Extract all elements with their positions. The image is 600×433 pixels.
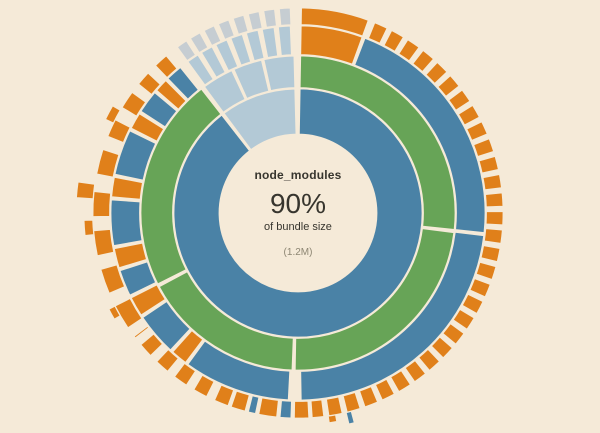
sunburst-segment-depth-4[interactable] (133, 325, 150, 339)
sunburst-segment-depth-3[interactable] (140, 92, 178, 128)
sunburst-segment-depth-4[interactable] (457, 105, 480, 126)
sunburst-segment-depth-3[interactable] (187, 340, 291, 401)
sunburst-segment-overflow-spikes[interactable] (83, 219, 95, 236)
sunburst-segment-depth-4[interactable] (383, 30, 404, 52)
sunburst-segment-depth-4[interactable] (475, 261, 497, 280)
sunburst-segment-depth-2[interactable] (299, 55, 456, 230)
sunburst-segment-depth-4[interactable] (214, 384, 235, 407)
sunburst-segment-depth-4[interactable] (437, 75, 460, 97)
sunburst-segment-depth-3[interactable] (114, 130, 157, 181)
sunburst-segment-depth-4[interactable] (375, 378, 395, 401)
sunburst-segment-depth-4[interactable] (230, 390, 250, 412)
sunburst-segment-depth-4[interactable] (247, 11, 263, 31)
sunburst-segment-depth-4[interactable] (482, 174, 502, 191)
sunburst-segment-depth-4[interactable] (404, 360, 426, 383)
sunburst-segment-depth-4[interactable] (398, 39, 420, 62)
sunburst-segment-depth-4[interactable] (342, 392, 361, 413)
sunburst-segment-depth-4[interactable] (176, 40, 196, 62)
sunburst-segment-depth-4[interactable] (485, 211, 504, 226)
sunburst-segment-depth-4[interactable] (483, 228, 503, 244)
sunburst-segment-depth-4[interactable] (461, 293, 484, 314)
sunburst-segment-depth-3[interactable] (119, 261, 157, 296)
sunburst-segment-depth-4[interactable] (156, 349, 179, 372)
sunburst-segment-depth-4[interactable] (232, 14, 249, 35)
sunburst-segment-depth-3[interactable] (167, 67, 199, 100)
sunburst-segment-depth-3[interactable] (187, 54, 214, 86)
sunburst-segment-depth-4[interactable] (390, 370, 411, 392)
sunburst-segment-depth-3[interactable] (172, 330, 204, 363)
sunburst-segment-depth-2[interactable] (204, 70, 246, 113)
sunburst-segment-overflow-spikes[interactable] (345, 411, 355, 425)
sunburst-segment-overflow-spikes[interactable] (327, 414, 338, 424)
sunburst-segment-depth-4[interactable] (279, 400, 292, 419)
sunburst-segment-depth-4[interactable] (140, 333, 163, 356)
sunburst-segment-depth-4[interactable] (114, 298, 143, 329)
sunburst-segment-depth-4[interactable] (310, 399, 325, 418)
sunburst-segment-overflow-spikes[interactable] (108, 305, 121, 320)
sunburst-segment-depth-4[interactable] (448, 89, 471, 111)
sunburst-segment-depth-4[interactable] (294, 400, 310, 419)
sunburst-segment-depth-4[interactable] (466, 121, 488, 141)
sunburst-segment-depth-4[interactable] (469, 278, 491, 298)
sunburst-segment-depth-4[interactable] (218, 19, 235, 40)
sunburst-segment-depth-4[interactable] (203, 25, 222, 46)
sunburst-segment-depth-4[interactable] (430, 336, 453, 359)
sunburst-segment-depth-4[interactable] (485, 192, 504, 208)
sunburst-segment-depth-4[interactable] (473, 138, 495, 157)
sunburst-segment-depth-2[interactable] (263, 55, 296, 91)
sunburst-segment-depth-3[interactable] (245, 29, 265, 62)
sunburst-segment-depth-3[interactable] (142, 301, 191, 351)
sunburst-segment-depth-4[interactable] (92, 191, 111, 217)
sunburst-segment-depth-4[interactable] (425, 62, 448, 84)
sunburst-segment-depth-2[interactable] (233, 59, 270, 99)
sunburst-segment-depth-3[interactable] (130, 284, 166, 316)
sunburst-segment-depth-4[interactable] (452, 308, 475, 330)
sunburst-segment-depth-3[interactable] (354, 37, 486, 233)
sunburst-segment-depth-3[interactable] (230, 34, 252, 66)
sunburst-segment-depth-4[interactable] (96, 149, 120, 178)
sunburst-segment-depth-4[interactable] (412, 50, 434, 72)
sunburst-segment-depth-4[interactable] (258, 397, 279, 418)
sunburst-segment-overflow-spikes[interactable] (76, 181, 95, 200)
sunburst-segment-depth-4[interactable] (138, 72, 161, 95)
sunburst-segment-depth-2[interactable] (158, 271, 294, 371)
sunburst-segment-depth-4[interactable] (300, 7, 369, 37)
sunburst-segment-depth-3[interactable] (300, 25, 363, 65)
sunburst-segment-depth-3[interactable] (201, 46, 226, 78)
sunburst-segment-depth-3[interactable] (110, 199, 143, 246)
sunburst-segment-depth-3[interactable] (278, 25, 292, 56)
sunburst-segment-depth-4[interactable] (155, 55, 178, 78)
sunburst-segment-depth-4[interactable] (326, 396, 343, 417)
sunburst-segment-depth-3[interactable] (113, 242, 147, 269)
sunburst-segment-depth-4[interactable] (107, 119, 131, 143)
sunburst-segment-depth-4[interactable] (359, 386, 378, 408)
sunburst-segment-depth-4[interactable] (278, 7, 292, 26)
sunburst-segment-depth-4[interactable] (174, 362, 196, 386)
sunburst-segment-depth-1[interactable] (223, 88, 297, 151)
sunburst-segment-depth-4[interactable] (478, 155, 499, 174)
sunburst-segment-depth-2[interactable] (140, 88, 222, 285)
sunburst-segment-depth-3[interactable] (215, 39, 239, 72)
sunburst-segment-depth-3[interactable] (300, 231, 485, 401)
sunburst-segment-depth-3[interactable] (111, 176, 143, 200)
sunburst-segment-overflow-spikes[interactable] (105, 105, 121, 124)
sunburst-segment-depth-3[interactable] (130, 113, 165, 142)
sunburst-segment-depth-4[interactable] (247, 395, 260, 414)
sunburst-segment-depth-4[interactable] (193, 374, 215, 397)
sunburst-segment-depth-4[interactable] (121, 91, 147, 117)
sunburst-segment-depth-4[interactable] (263, 8, 277, 28)
sunburst-segment-depth-1[interactable] (173, 88, 423, 338)
sunburst-segment-depth-4[interactable] (368, 22, 388, 44)
sunburst-segment-depth-4[interactable] (93, 228, 115, 257)
sunburst-segment-depth-4[interactable] (442, 323, 465, 345)
sunburst-segment-depth-4[interactable] (480, 245, 501, 263)
sunburst-segment-depth-3[interactable] (156, 80, 187, 110)
sunburst-segment-depth-4[interactable] (100, 264, 126, 294)
sunburst-segment-depth-4[interactable] (418, 348, 440, 371)
sunburst-segment-depth-4[interactable] (190, 32, 209, 54)
sunburst-segment-depth-2[interactable] (294, 228, 455, 371)
sunburst-segment-depth-3[interactable] (261, 27, 279, 58)
